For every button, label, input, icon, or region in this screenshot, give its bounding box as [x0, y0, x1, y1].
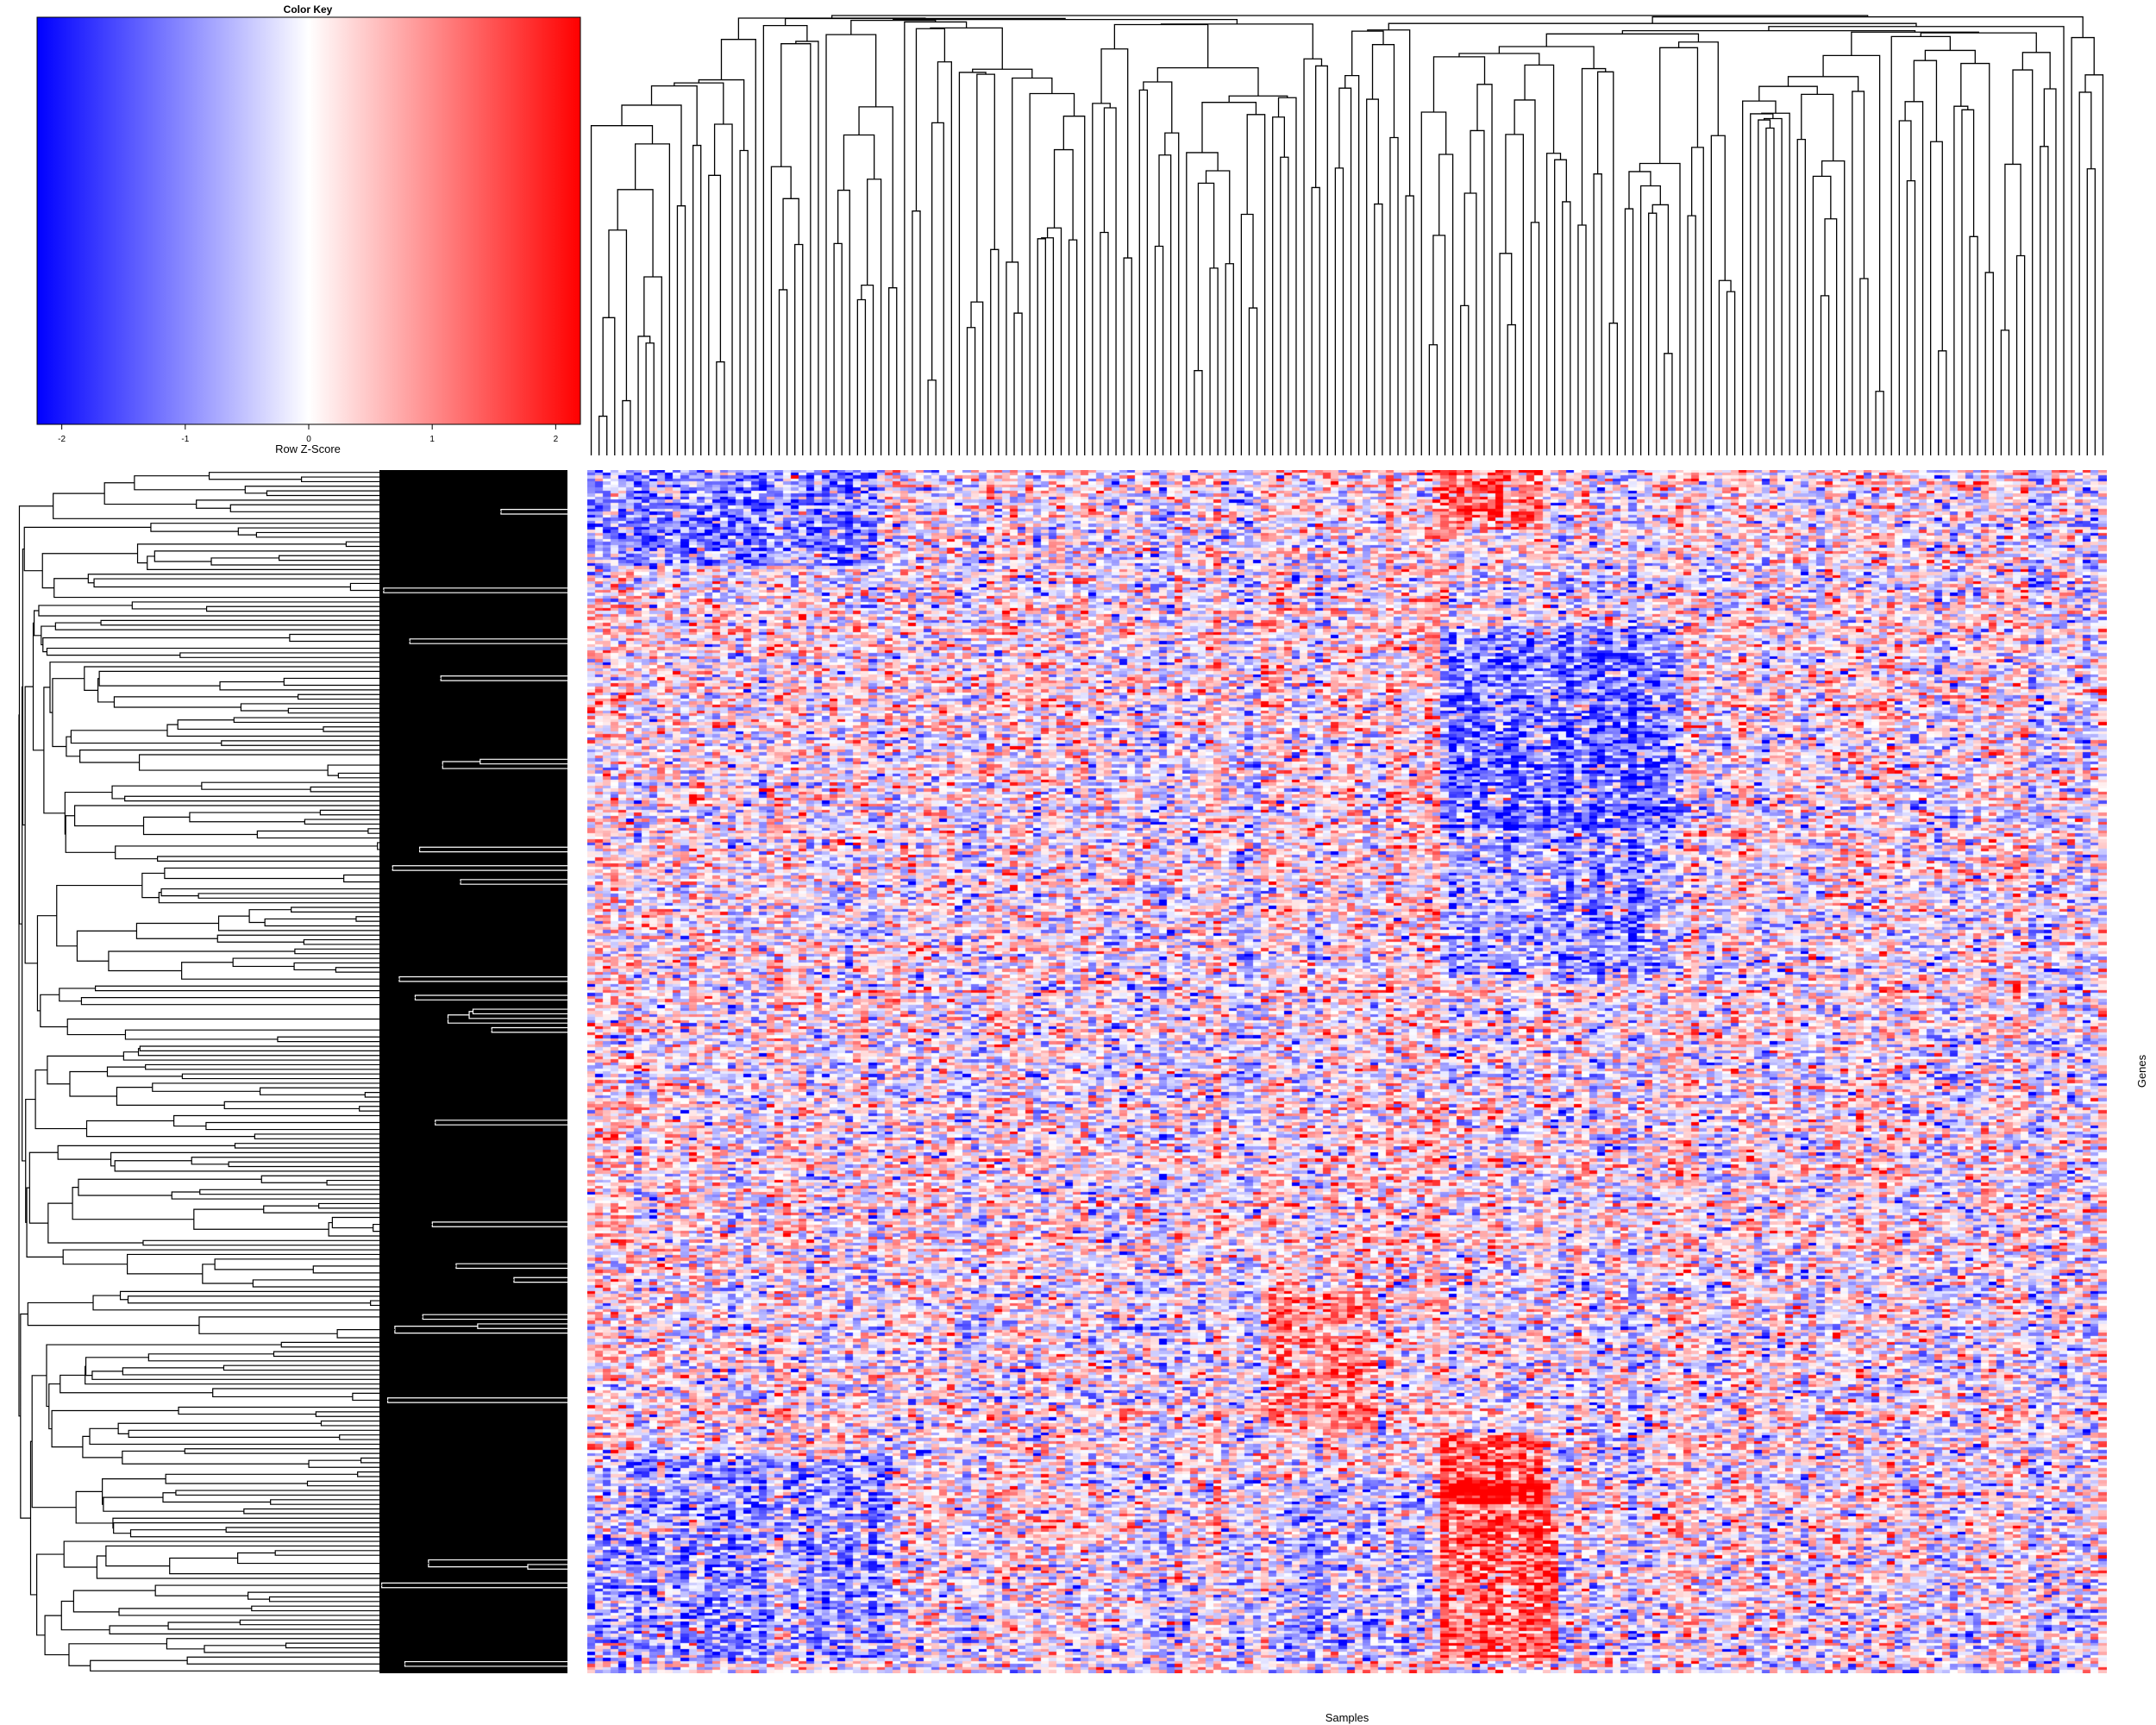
color-key-tick-label: -2	[58, 435, 66, 444]
color-key-axis: -2 -1 0 1 2	[37, 423, 580, 444]
column-dendrogram	[590, 15, 2104, 455]
column-dendrogram-branches	[590, 15, 2104, 455]
color-key-gradient	[36, 16, 581, 425]
color-key-tick-label: -1	[181, 435, 189, 444]
row-dendrogram-fill	[379, 470, 567, 1673]
color-key-tick-label: 0	[306, 435, 311, 444]
heatmap-cells	[587, 470, 2107, 1673]
row-dendrogram	[18, 470, 567, 1673]
color-key: Color Key -2 -1 0 1 2 Row Z-Score	[36, 3, 581, 455]
color-key-title: Color Key	[284, 3, 333, 16]
row-dendrogram-outer-branches	[18, 472, 567, 1672]
color-key-xlabel: Row Z-Score	[275, 442, 341, 455]
y-axis-label: Genes	[2135, 1054, 2148, 1088]
x-axis-label: Samples	[1326, 1711, 1369, 1724]
color-key-tick-label: 2	[554, 435, 559, 444]
color-key-tick-label: 1	[429, 435, 435, 444]
